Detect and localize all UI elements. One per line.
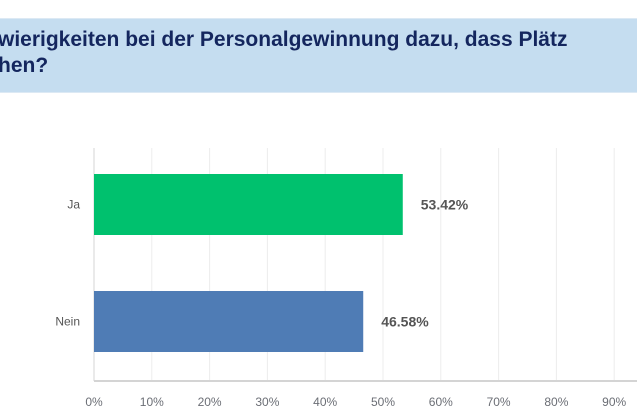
x-tick-label: 90% — [602, 395, 626, 409]
bar-nein — [94, 291, 364, 352]
bar-ja — [94, 174, 403, 235]
data-label: 53.42% — [421, 197, 469, 213]
x-tick-label: 20% — [198, 395, 222, 409]
category-label: Ja — [67, 198, 80, 212]
title-line-2: hen? — [0, 54, 49, 77]
x-tick-label: 0% — [85, 395, 103, 409]
question-banner: wierigkeiten bei der Personalgewinnung d… — [0, 18, 637, 93]
x-tick-label: 80% — [544, 395, 568, 409]
x-tick-label: 60% — [429, 395, 453, 409]
x-tick-label: 30% — [255, 395, 279, 409]
x-tick-label: 10% — [140, 395, 164, 409]
category-label: Nein — [55, 315, 80, 329]
x-tick-label: 70% — [487, 395, 511, 409]
x-tick-label: 40% — [313, 395, 337, 409]
data-label: 46.58% — [381, 314, 429, 330]
x-tick-label: 50% — [371, 395, 395, 409]
chart-title: wierigkeiten bei der Personalgewinnung d… — [0, 27, 637, 79]
title-line-1: wierigkeiten bei der Personalgewinnung d… — [0, 28, 568, 51]
